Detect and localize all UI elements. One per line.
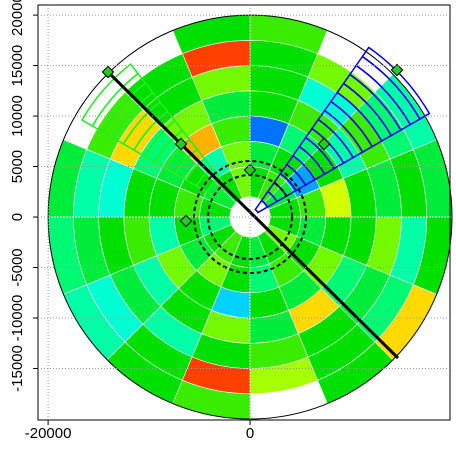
marker (179, 214, 193, 228)
y-tick-label: 20000 (9, 0, 26, 36)
blue-outline (361, 46, 431, 121)
y-tick-label: 10000 (9, 95, 26, 137)
marker (174, 137, 188, 151)
y-tick-label: 5000 (9, 150, 26, 183)
y-tick-label: 0 (9, 213, 26, 221)
marker (101, 65, 115, 79)
track-line (106, 70, 400, 360)
y-tick-label: 15000 (9, 45, 26, 87)
y-tick-label: -10000 (9, 295, 26, 342)
y-tick-label: -5000 (9, 248, 26, 286)
marker (390, 63, 404, 77)
marker (317, 137, 331, 151)
plot-frame (37, 4, 451, 421)
y-tick-label: -15000 (9, 345, 26, 392)
x-tick-label: -20000 (25, 425, 72, 442)
cells (47, 14, 453, 420)
green-outline (81, 63, 140, 128)
overlay (47, 14, 453, 420)
x-tick-label: 0 (246, 425, 254, 442)
